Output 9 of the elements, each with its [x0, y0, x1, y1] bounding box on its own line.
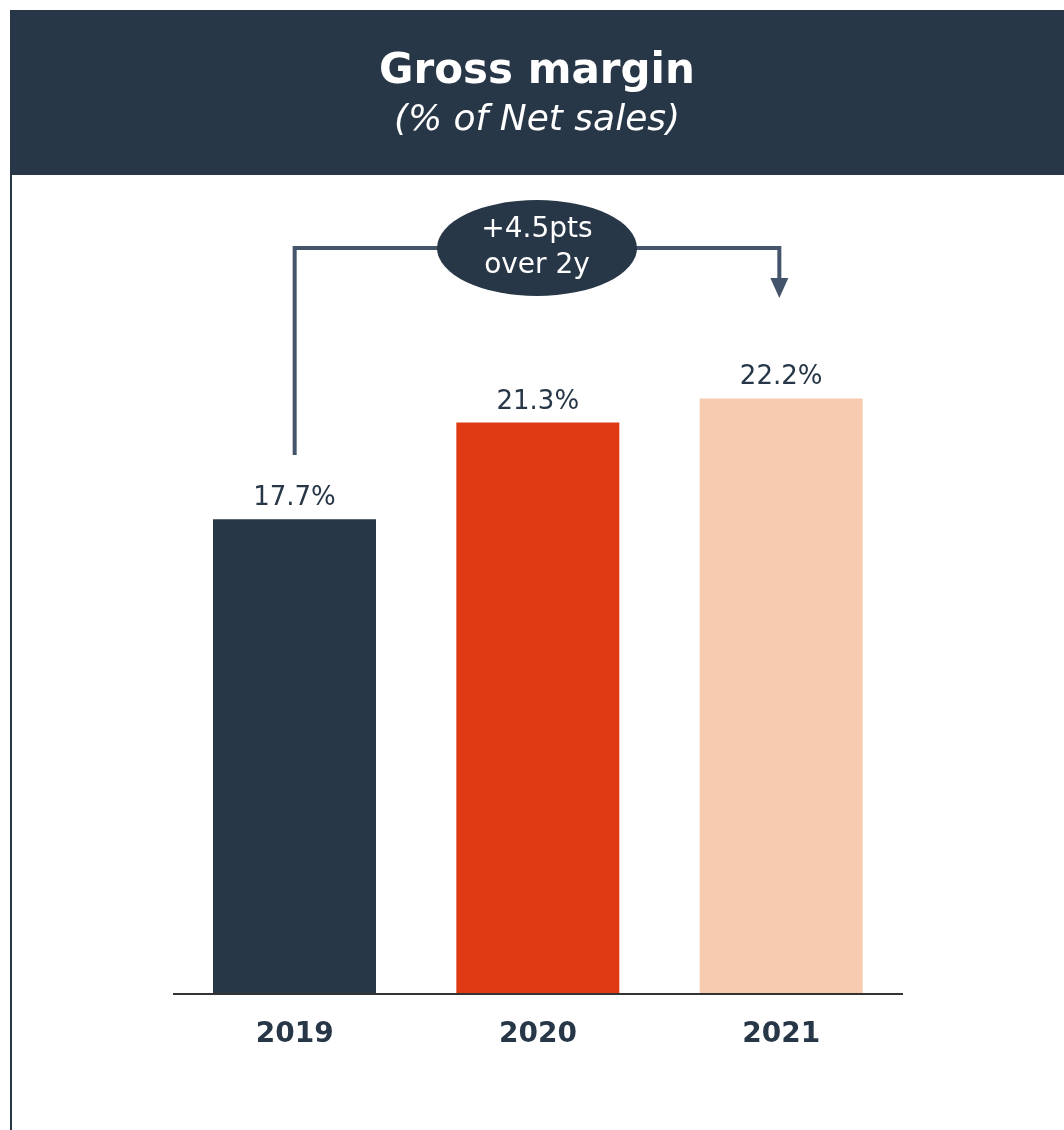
data-label: 22.2% — [739, 360, 823, 391]
chart-subtitle: (% of Net sales) — [392, 97, 682, 138]
x-tick-label: 2019 — [255, 1015, 334, 1049]
text: +4.5pts over 2y — [480, 210, 594, 282]
x-tick-label: 2020 — [499, 1015, 577, 1049]
data-label: 17.7% — [253, 481, 336, 512]
chart-title: Gross margin — [378, 44, 696, 93]
data-label: 21.3% — [496, 384, 580, 415]
x-tick-label: 2021 — [742, 1015, 821, 1049]
